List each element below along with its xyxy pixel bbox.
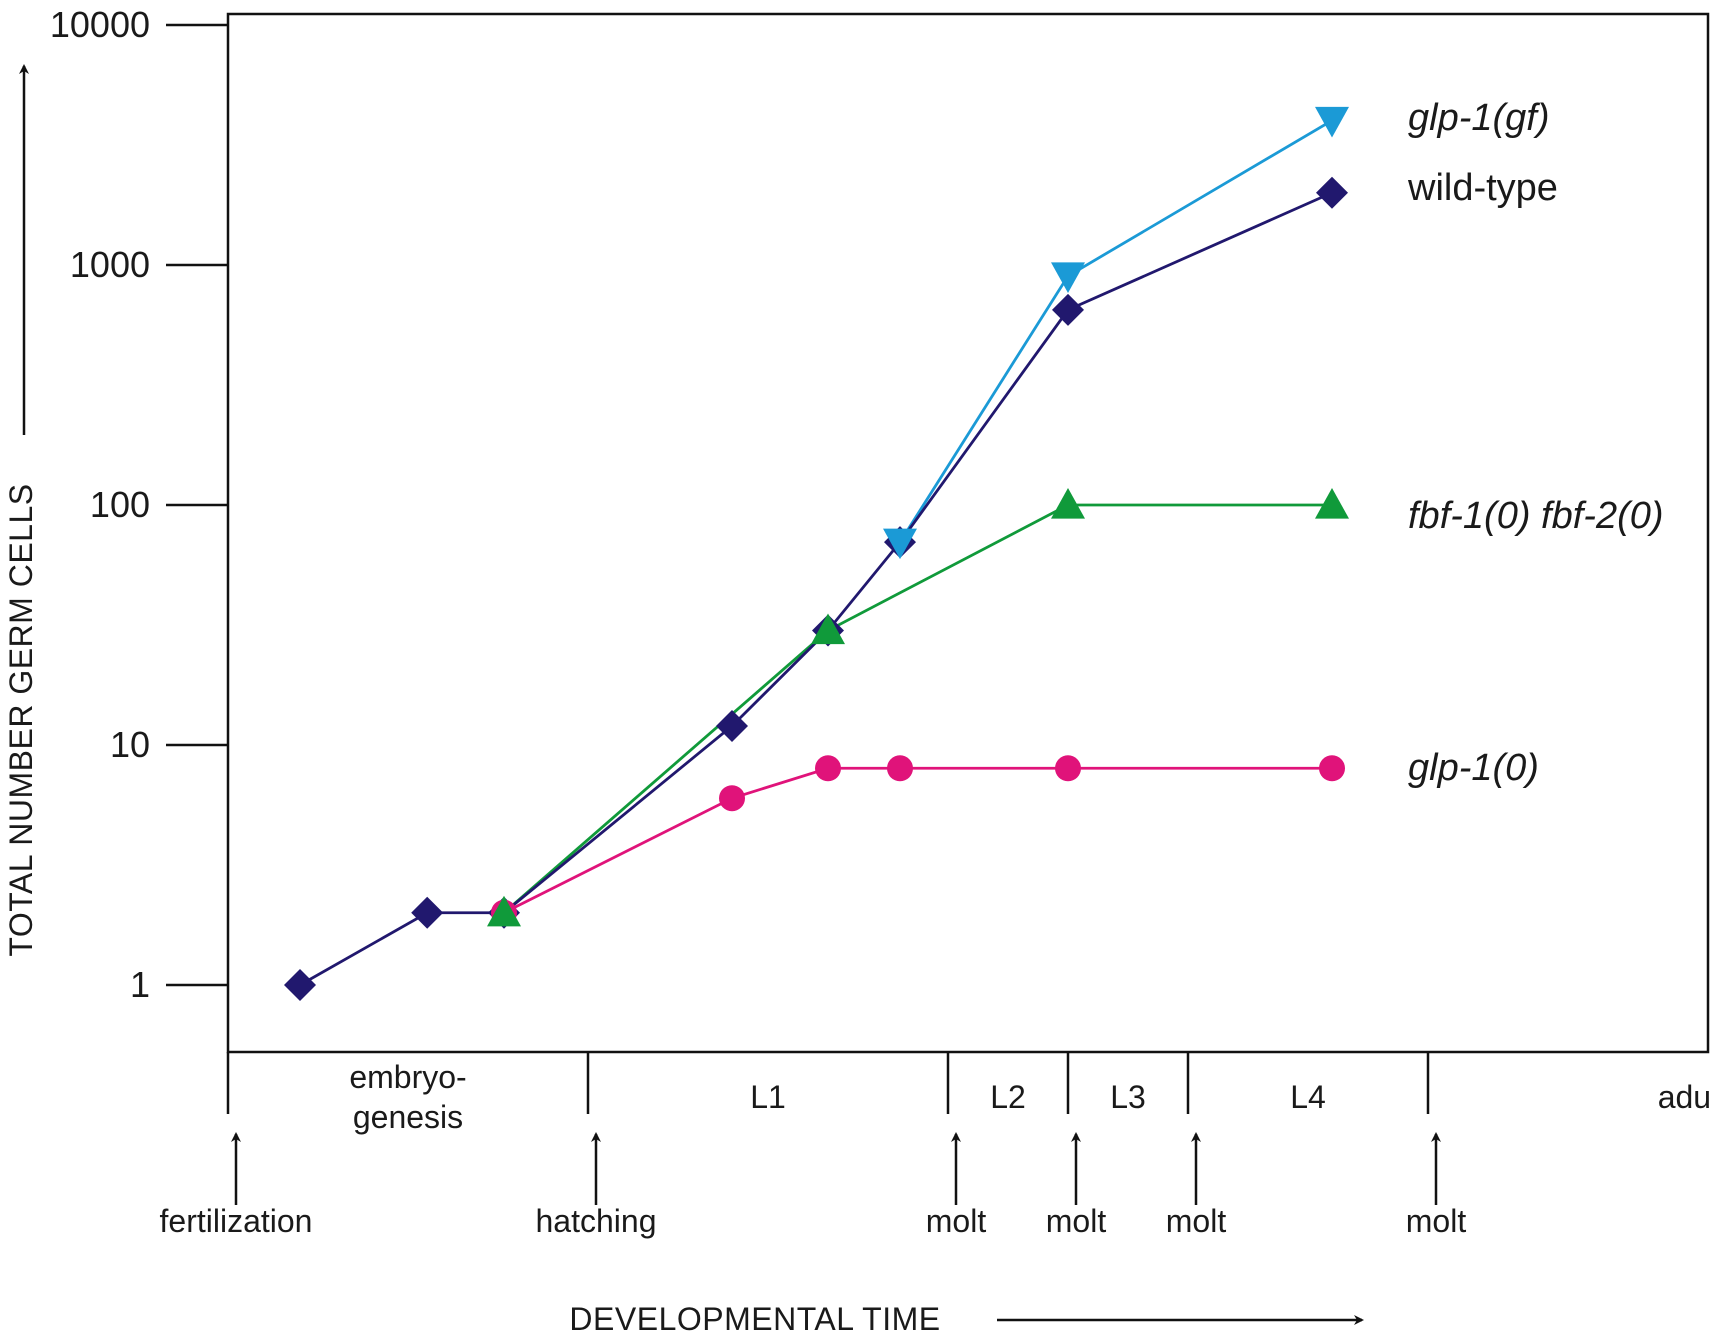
series-label-0: wild-type [1407, 167, 1558, 209]
event-label-1: hatching [536, 1203, 657, 1239]
axis-titles: TOTAL NUMBER GERM CELLS DEVELOPMENTAL TIM… [3, 64, 1364, 1334]
series-labels: wild-type glp-1(gf) fbf-1(0) fbf-2(0) glp-1… [1407, 97, 1664, 789]
y-tick-label-10: 10 [110, 724, 150, 765]
series-label-2: fbf-1(0) fbf-2(0) [1408, 495, 1664, 537]
series-line-3 [503, 766, 1332, 915]
stage-label-2-0: L2 [990, 1079, 1026, 1115]
series-label-1: glp-1(gf) [1408, 97, 1550, 139]
y-tick-label-1: 1 [130, 964, 150, 1005]
point-3-3 [887, 755, 913, 782]
point-1-1 [1051, 262, 1085, 293]
point-0-6 [1052, 293, 1084, 326]
y-axis: 1 10 100 1000 10000 [50, 4, 228, 1005]
event-label-4: molt [1166, 1203, 1227, 1239]
point-3-1 [719, 785, 745, 812]
series-layer [284, 106, 1349, 1001]
event-label-3: molt [1046, 1203, 1107, 1239]
y-tick-label-10000: 10000 [50, 4, 150, 45]
point-0-0 [284, 969, 316, 1001]
point-0-7 [1316, 176, 1348, 209]
point-3-2 [815, 755, 841, 782]
series-line-1 [898, 119, 1333, 543]
plot-frame [226, 12, 1710, 1054]
stage-label-4-0: L4 [1290, 1079, 1326, 1115]
point-1-0 [883, 528, 917, 560]
point-3-5 [1319, 755, 1345, 782]
plot-border [226, 12, 1710, 1054]
stage-label-0-1: genesis [353, 1099, 463, 1135]
series-line-0 [299, 191, 1333, 987]
point-2-0 [487, 895, 521, 927]
point-1-2 [1315, 106, 1349, 138]
stage-label-3-0: L3 [1110, 1079, 1146, 1115]
timeline: fertilization hatching molt molt molt molt emb… [160, 1052, 1712, 1239]
y-axis-title: TOTAL NUMBER GERM CELLS [3, 483, 39, 956]
point-3-4 [1055, 755, 1081, 782]
series-label-3: glp-1(0) [1408, 747, 1539, 789]
point-2-1 [811, 613, 845, 645]
stage-label-5-0: adulthood [1658, 1079, 1712, 1115]
event-label-0: fertilization [160, 1203, 313, 1239]
event-label-5: molt [1406, 1203, 1467, 1239]
series-line-2 [503, 503, 1332, 914]
point-2-3 [1315, 488, 1349, 519]
stage-label-1-0: L1 [750, 1079, 786, 1115]
point-0-1 [411, 896, 444, 929]
point-2-2 [1051, 488, 1085, 519]
y-tick-label-100: 100 [90, 484, 150, 525]
stage-label-0-0: embryo- [349, 1059, 466, 1095]
y-tick-label-1000: 1000 [70, 244, 150, 285]
event-label-2: molt [926, 1203, 987, 1239]
x-axis-title: DEVELOPMENTAL TIME [569, 1301, 940, 1334]
point-0-3 [716, 709, 748, 742]
